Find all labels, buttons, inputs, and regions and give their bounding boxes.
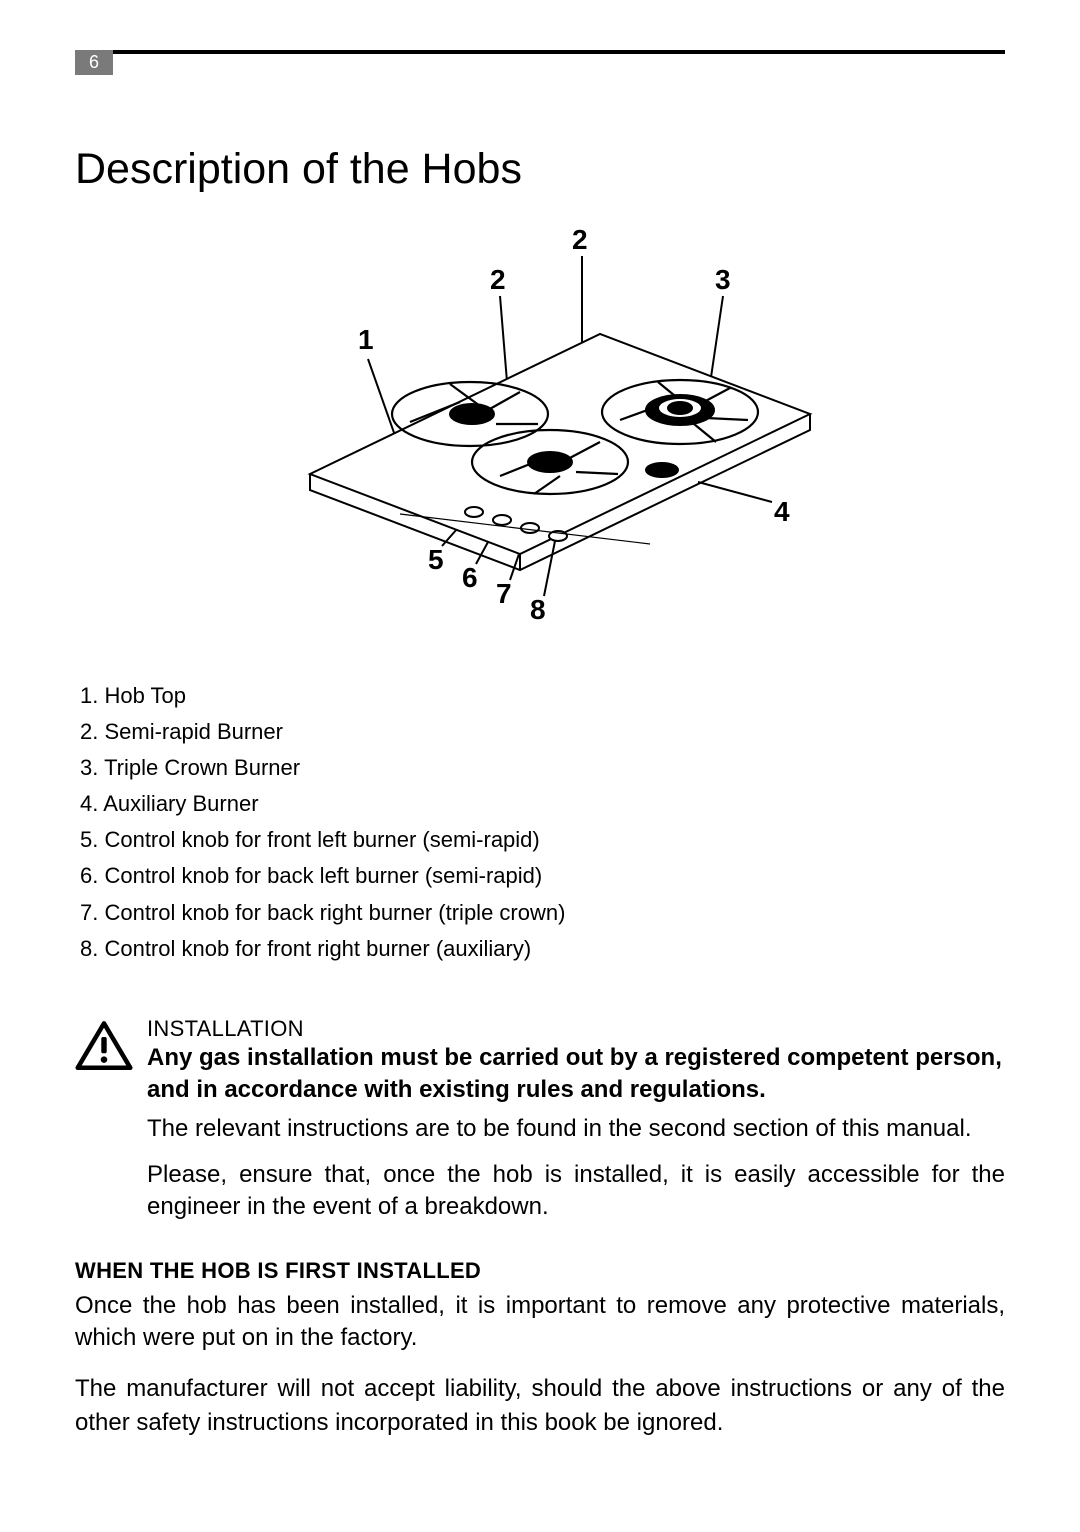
legend-item-7: 7. Control knob for back right burner (t…: [80, 896, 1005, 930]
warning-icon: [75, 1020, 133, 1077]
header: 6: [75, 50, 1005, 75]
callout-3: 3: [715, 264, 731, 296]
callout-4: 4: [774, 496, 790, 528]
first-installed-heading: WHEN THE HOB IS FIRST INSTALLED: [75, 1258, 1005, 1284]
legend-item-4: 4. Auxiliary Burner: [80, 787, 1005, 821]
callout-8: 8: [530, 594, 546, 626]
legend-item-1: 1. Hob Top: [80, 679, 1005, 713]
legend-item-2: 2. Semi-rapid Burner: [80, 715, 1005, 749]
installation-p1: The relevant instructions are to be foun…: [147, 1113, 1005, 1145]
page-container: 6 Description of the Hobs 1 2 2 3 4 5 6 …: [0, 0, 1080, 1500]
page-title: Description of the Hobs: [75, 145, 1005, 194]
callout-7: 7: [496, 578, 512, 610]
legend-item-8: 8. Control knob for front right burner (…: [80, 932, 1005, 966]
page-number: 6: [75, 50, 113, 75]
parts-legend: 1. Hob Top 2. Semi-rapid Burner 3. Tripl…: [75, 679, 1005, 966]
callout-2b: 2: [572, 224, 588, 256]
installation-heading: INSTALLATION: [147, 1016, 1005, 1042]
hob-diagram: 1 2 2 3 4 5 6 7 8: [250, 224, 830, 624]
callout-5: 5: [428, 544, 444, 576]
callout-6: 6: [462, 562, 478, 594]
hob-diagram-container: 1 2 2 3 4 5 6 7 8: [75, 224, 1005, 629]
installation-section: INSTALLATION Any gas installation must b…: [75, 1016, 1005, 1224]
legend-item-3: 3. Triple Crown Burner: [80, 751, 1005, 785]
callout-2a: 2: [490, 264, 506, 296]
installation-p2: Please, ensure that, once the hob is ins…: [147, 1159, 1005, 1224]
installation-bold: Any gas installation must be carried out…: [147, 1042, 1005, 1107]
callout-1: 1: [358, 324, 374, 356]
installation-body: INSTALLATION Any gas installation must b…: [147, 1016, 1005, 1224]
first-installed-section: WHEN THE HOB IS FIRST INSTALLED Once the…: [75, 1258, 1005, 1440]
legend-item-6: 6. Control knob for back left burner (se…: [80, 859, 1005, 893]
legend-item-5: 5. Control knob for front left burner (s…: [80, 823, 1005, 857]
hob-illustration: [250, 224, 830, 624]
first-installed-p2: The manufacturer will not accept liabili…: [75, 1372, 1005, 1439]
header-rule: [75, 50, 1005, 54]
first-installed-p1: Once the hob has been installed, it is i…: [75, 1290, 1005, 1355]
